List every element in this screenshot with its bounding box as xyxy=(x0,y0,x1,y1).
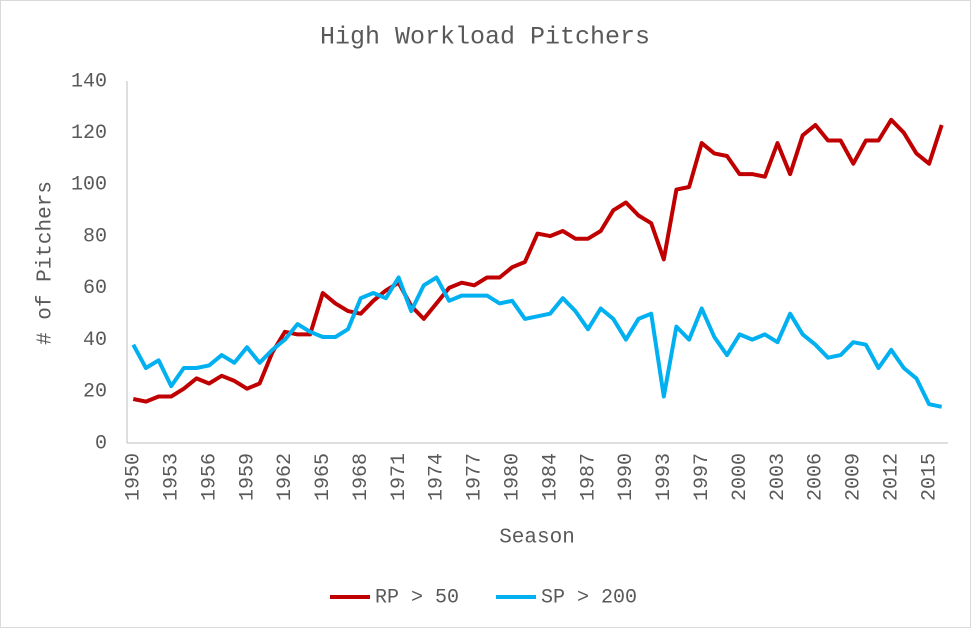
line-series xyxy=(132,117,944,404)
line-series xyxy=(131,275,943,409)
x-tick-label: 2015 xyxy=(918,453,941,501)
x-axis-label: Season xyxy=(499,527,575,550)
x-tick-label: 1971 xyxy=(388,453,411,501)
y-tick-label: 140 xyxy=(71,70,107,93)
y-axis-label: # of Pitchers xyxy=(35,181,58,345)
x-tick-label: 2009 xyxy=(843,453,866,501)
x-tick-label: 1959 xyxy=(236,453,259,501)
y-tick-label: 60 xyxy=(83,277,107,300)
x-tick-label: 1974 xyxy=(426,453,449,501)
x-tick-label: 2006 xyxy=(805,453,828,501)
y-tick-label: 120 xyxy=(71,122,107,145)
legend-label: RP > 50 xyxy=(375,586,459,609)
chart-title: High Workload Pitchers xyxy=(320,23,650,52)
x-tick-label: 1953 xyxy=(160,453,183,501)
x-tick-label: 1962 xyxy=(274,453,297,501)
y-tick-label: 40 xyxy=(83,329,107,352)
x-tick-label: 2012 xyxy=(880,453,903,501)
y-tick-label: 0 xyxy=(95,432,107,455)
x-tick-label: 1980 xyxy=(502,453,525,501)
y-tick-label: 20 xyxy=(83,381,107,404)
y-tick-label: 80 xyxy=(83,225,107,248)
x-tick-label: 1990 xyxy=(615,453,638,501)
legend-label: SP > 200 xyxy=(541,586,637,609)
x-tick-label: 1977 xyxy=(464,453,487,501)
x-tick-label: 1968 xyxy=(350,453,373,501)
x-tick-label: 1993 xyxy=(653,453,676,501)
x-tick-label: 1997 xyxy=(691,453,714,501)
x-tick-label: 1987 xyxy=(577,453,600,501)
x-tick-label: 2000 xyxy=(729,453,752,501)
x-tick-label: 1956 xyxy=(198,453,221,501)
y-tick-label: 100 xyxy=(71,174,107,197)
x-tick-label: 1965 xyxy=(312,453,335,501)
x-tick-label: 1950 xyxy=(123,453,146,501)
x-tick-label: 1984 xyxy=(539,453,562,501)
x-tick-label: 2003 xyxy=(767,453,790,501)
